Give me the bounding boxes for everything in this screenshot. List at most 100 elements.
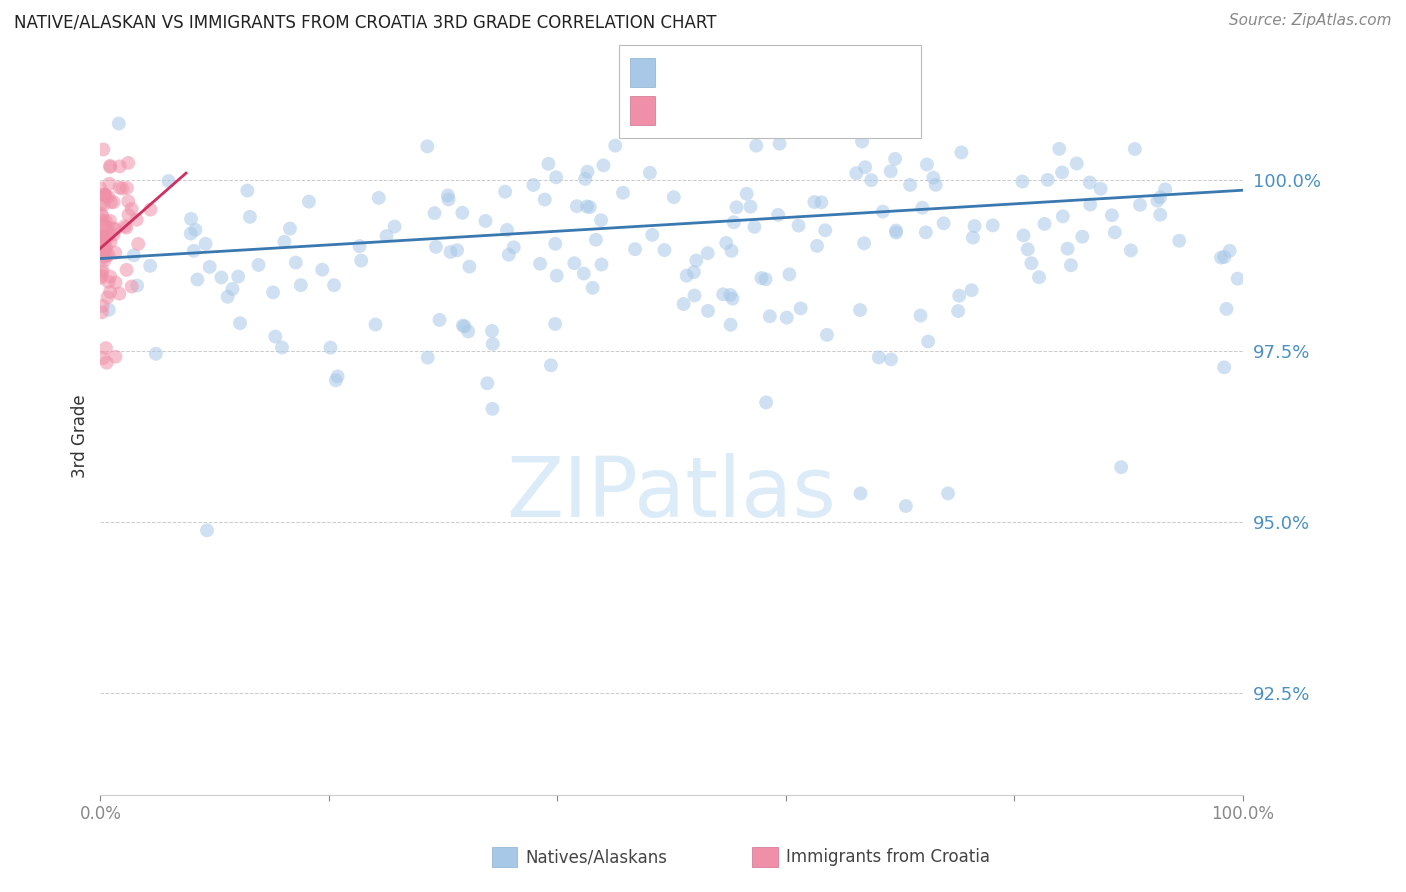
Point xyxy=(198,260,221,274)
Point xyxy=(364,318,387,332)
Point xyxy=(868,351,890,365)
Point xyxy=(496,223,519,237)
Point xyxy=(477,376,499,391)
Point xyxy=(915,157,938,171)
Point xyxy=(184,223,207,237)
Point xyxy=(641,227,664,242)
Point xyxy=(880,352,903,367)
Point xyxy=(591,258,613,272)
Point xyxy=(540,359,562,373)
Point xyxy=(1028,270,1050,285)
Point xyxy=(1101,208,1123,222)
Point xyxy=(180,227,202,241)
Point xyxy=(90,239,112,253)
Point xyxy=(93,253,115,268)
Point xyxy=(1215,301,1237,316)
Point xyxy=(94,233,117,247)
Point xyxy=(544,236,567,251)
Point xyxy=(451,206,474,220)
Point xyxy=(96,219,118,234)
Point xyxy=(481,401,503,416)
Point xyxy=(325,373,347,387)
Point xyxy=(90,231,112,245)
Point xyxy=(97,248,120,262)
Point xyxy=(565,199,588,213)
Point xyxy=(675,268,697,283)
Point xyxy=(91,229,114,244)
Point xyxy=(716,235,738,250)
Point xyxy=(1056,242,1078,256)
Point xyxy=(546,268,568,283)
Point xyxy=(457,325,479,339)
Point xyxy=(98,213,121,227)
Point xyxy=(960,283,983,297)
Point xyxy=(121,202,143,216)
Point xyxy=(91,229,114,244)
Point xyxy=(139,202,162,217)
Point xyxy=(922,170,945,185)
Point xyxy=(654,243,676,257)
Point xyxy=(117,156,139,170)
Point xyxy=(1066,156,1088,170)
Point xyxy=(1071,229,1094,244)
Point xyxy=(96,356,118,370)
Point xyxy=(93,218,115,232)
Point xyxy=(1129,198,1152,212)
Point xyxy=(720,318,742,332)
Point xyxy=(860,173,883,187)
Point xyxy=(755,395,778,409)
Point xyxy=(494,185,516,199)
Text: 0.190: 0.190 xyxy=(706,60,762,78)
Point xyxy=(115,263,138,277)
Text: N =: N = xyxy=(770,60,810,78)
Point xyxy=(90,230,112,244)
Point xyxy=(180,211,202,226)
Point xyxy=(1047,142,1070,156)
Point xyxy=(98,285,121,299)
Point xyxy=(721,292,744,306)
Point xyxy=(591,213,613,227)
Point xyxy=(209,270,232,285)
Point xyxy=(139,259,162,273)
Point xyxy=(612,186,634,200)
Point xyxy=(981,219,1004,233)
Point xyxy=(575,199,598,213)
Point xyxy=(104,222,127,236)
Point xyxy=(453,319,475,334)
Point xyxy=(91,243,114,257)
Text: ZIPatlas: ZIPatlas xyxy=(506,453,837,534)
Point xyxy=(1017,243,1039,257)
Point xyxy=(731,116,754,130)
Point xyxy=(93,187,115,202)
Point xyxy=(894,499,917,513)
Point xyxy=(1168,234,1191,248)
Text: R =: R = xyxy=(666,100,706,118)
Point xyxy=(735,186,758,201)
Point xyxy=(384,219,406,234)
Point xyxy=(93,242,115,256)
Point xyxy=(90,266,112,280)
Point xyxy=(1154,182,1177,196)
Text: 197: 197 xyxy=(810,60,848,78)
Point xyxy=(936,486,959,500)
Text: NATIVE/ALASKAN VS IMMIGRANTS FROM CROATIA 3RD GRADE CORRELATION CHART: NATIVE/ALASKAN VS IMMIGRANTS FROM CROATI… xyxy=(14,13,717,31)
Point xyxy=(89,181,111,195)
Point xyxy=(1149,190,1171,204)
Point xyxy=(298,194,321,209)
Point xyxy=(290,278,312,293)
Point xyxy=(481,324,503,338)
Point xyxy=(104,276,127,290)
Point xyxy=(311,262,333,277)
Point xyxy=(1123,142,1146,156)
Point xyxy=(375,229,398,244)
Point xyxy=(946,304,969,318)
Point xyxy=(814,223,837,237)
Point xyxy=(537,157,560,171)
Point xyxy=(1078,176,1101,190)
Point xyxy=(574,172,596,186)
Point xyxy=(884,226,907,240)
Point xyxy=(98,177,121,191)
Point xyxy=(718,288,741,302)
Point xyxy=(93,187,115,202)
Point xyxy=(572,267,595,281)
